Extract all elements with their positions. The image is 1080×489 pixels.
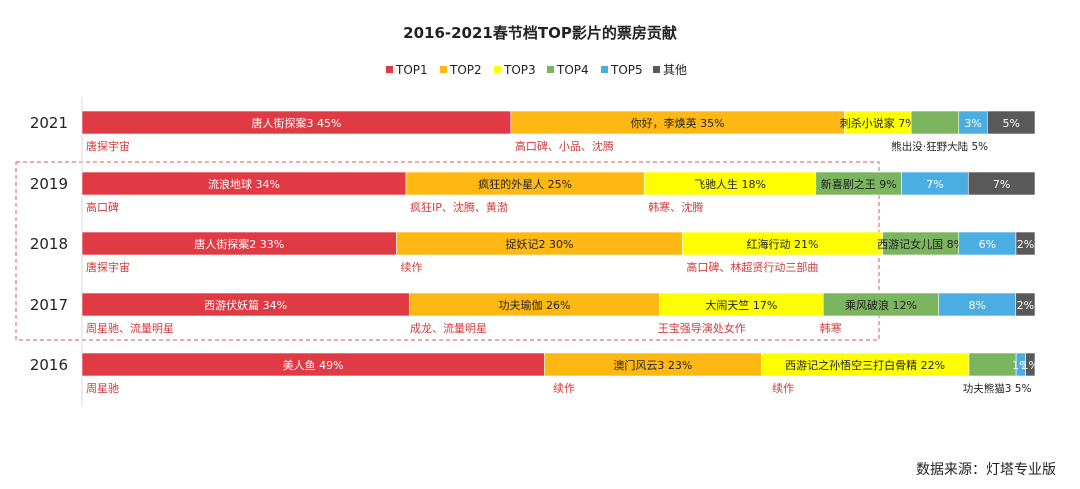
- bar-label-2018-其他: 2%: [1017, 238, 1034, 251]
- bar-label-2018-TOP1: 唐人街探案2 33%: [194, 237, 284, 251]
- legend-swatch-5: [653, 66, 660, 73]
- bar-segment-2021-其他: [987, 110, 1036, 135]
- bar-label-2016-TOP3: 西游记之孙悟空三打白骨精 22%: [785, 358, 945, 372]
- bar-note-2018-2: 高口碑、林超贤行动三部曲: [686, 260, 818, 274]
- legend: TOP1 TOP2 TOP3 TOP4 TOP5 其他: [386, 63, 687, 77]
- bar-segment-2021-TOP4: [910, 110, 960, 135]
- legend-label-3: TOP4: [556, 63, 589, 77]
- legend-label-5: 其他: [663, 63, 687, 77]
- legend-label-4: TOP5: [610, 63, 643, 77]
- bar-note-2017-0: 周星驰、流量明星: [86, 321, 174, 335]
- bar-label-2019-TOP2: 疯狂的外星人 25%: [478, 177, 572, 191]
- bar-row-2016: 2016 美人鱼 49% 澳门风云3 23% 西游记之孙悟空三打白骨精 22% 1%1%…: [30, 339, 1039, 406]
- bar-label-2021-TOP3: 刺杀小说家 7%: [840, 116, 916, 130]
- chart-title: 2016-2021春节档TOP影片的票房贡献: [403, 24, 677, 42]
- bar-segment-2016-TOP4: [968, 352, 1017, 377]
- bar-note-2018-0: 唐探宇宙: [86, 260, 130, 274]
- legend-swatch-0: [386, 66, 393, 73]
- source-note: 数据来源：灯塔专业版: [916, 462, 1056, 478]
- legend-swatch-4: [601, 66, 608, 73]
- bar-note-2021-2: 熊出没·狂野大陆 5%: [891, 140, 988, 153]
- bar-note-2016-1: 续作: [553, 381, 575, 395]
- bar-segment-2018-其他: [1015, 231, 1036, 256]
- bar-row-2021: 2021 唐人街探案3 45% 你好，李焕英 35% 刺杀小说家 7% 3% 5% 唐探宇宙…: [30, 97, 1036, 164]
- bar-note-2016-3: 功夫熊猫3 5%: [963, 382, 1032, 395]
- year-label-2021: 2021: [30, 114, 68, 132]
- bar-rows: 2021 唐人街探案3 45% 你好，李焕英 35% 刺杀小说家 7% 3% 5% 唐探宇宙…: [30, 97, 1039, 406]
- bar-label-2016-其他: 1%: [1022, 359, 1039, 372]
- year-label-2019: 2019: [30, 175, 68, 193]
- bar-label-2018-TOP4: 西游记女儿国 8%: [877, 237, 964, 251]
- legend-label-2: TOP3: [503, 63, 536, 77]
- year-label-2018: 2018: [30, 235, 68, 253]
- bar-note-2017-2: 王宝强导演处女作: [658, 321, 746, 335]
- bar-row-2018: 2018 唐人街探案2 33% 捉妖记2 30% 红海行动 21% 西游记女儿国 8% 6…: [30, 218, 1036, 285]
- bar-label-2017-TOP3: 大闹天竺 17%: [705, 298, 777, 312]
- bar-label-2019-TOP4: 新喜剧之王 9%: [821, 177, 897, 191]
- bar-label-2021-TOP1: 唐人街探案3 45%: [251, 116, 341, 130]
- bar-label-2019-其他: 7%: [993, 178, 1010, 191]
- legend-swatch-3: [547, 66, 554, 73]
- bar-row-2017: 2017 西游伏妖篇 34% 功夫瑜伽 26% 大闹天竺 17% 乘风破浪 12% 8% 2…: [30, 279, 1036, 346]
- bar-label-2016-TOP2: 澳门风云3 23%: [613, 358, 692, 372]
- bar-label-2016-TOP1: 美人鱼 49%: [283, 358, 344, 372]
- bar-label-2018-TOP5: 6%: [979, 238, 996, 251]
- bar-label-2018-TOP3: 红海行动 21%: [746, 237, 818, 251]
- bar-note-2016-2: 续作: [772, 381, 794, 395]
- bar-note-2016-0: 周星驰: [86, 381, 119, 395]
- bar-segment-2019-其他: [967, 171, 1036, 196]
- legend-swatch-2: [494, 66, 501, 73]
- bar-note-2019-1: 疯狂IP、沈腾、黄渤: [410, 200, 508, 214]
- bar-note-2021-0: 唐探宇宙: [86, 139, 130, 153]
- legend-swatch-1: [440, 66, 447, 73]
- bar-label-2017-TOP5: 8%: [969, 299, 986, 312]
- bar-segment-2016-其他: [1025, 352, 1036, 377]
- bar-segment-2017-其他: [1015, 292, 1036, 317]
- year-label-2017: 2017: [30, 296, 68, 314]
- year-label-2016: 2016: [30, 356, 68, 374]
- bar-label-2021-TOP5: 3%: [964, 117, 981, 130]
- bar-label-2021-其他: 5%: [1002, 117, 1019, 130]
- bar-note-2017-1: 成龙、流量明星: [410, 321, 487, 335]
- bar-label-2019-TOP3: 飞驰人生 18%: [694, 177, 766, 191]
- bar-label-2019-TOP1: 流浪地球 34%: [208, 177, 280, 191]
- bar-label-2017-TOP1: 西游伏妖篇 34%: [204, 298, 287, 312]
- bar-label-2021-TOP2: 你好，李焕英 35%: [631, 116, 725, 130]
- bar-note-2019-2: 韩寒、沈腾: [648, 200, 703, 214]
- bar-note-2019-0: 高口碑: [86, 200, 119, 214]
- bar-label-2016-TOP5: 1%: [1012, 359, 1029, 372]
- legend-label-1: TOP2: [449, 63, 482, 77]
- bar-note-2018-1: 续作: [400, 260, 422, 274]
- bar-label-2017-其他: 2%: [1017, 299, 1034, 312]
- bar-row-2019: 2019 流浪地球 34% 疯狂的外星人 25% 飞驰人生 18% 新喜剧之王 9% 7%…: [30, 158, 1036, 225]
- bar-label-2018-TOP2: 捉妖记2 30%: [505, 237, 573, 251]
- bar-note-2017-3: 韩寒: [820, 321, 842, 335]
- bar-label-2019-TOP5: 7%: [926, 178, 943, 191]
- bar-label-2017-TOP2: 功夫瑜伽 26%: [498, 298, 570, 312]
- bar-label-2017-TOP4: 乘风破浪 12%: [845, 298, 917, 312]
- bar-note-2021-1: 高口碑、小品、沈腾: [515, 139, 614, 153]
- legend-label-0: TOP1: [395, 63, 428, 77]
